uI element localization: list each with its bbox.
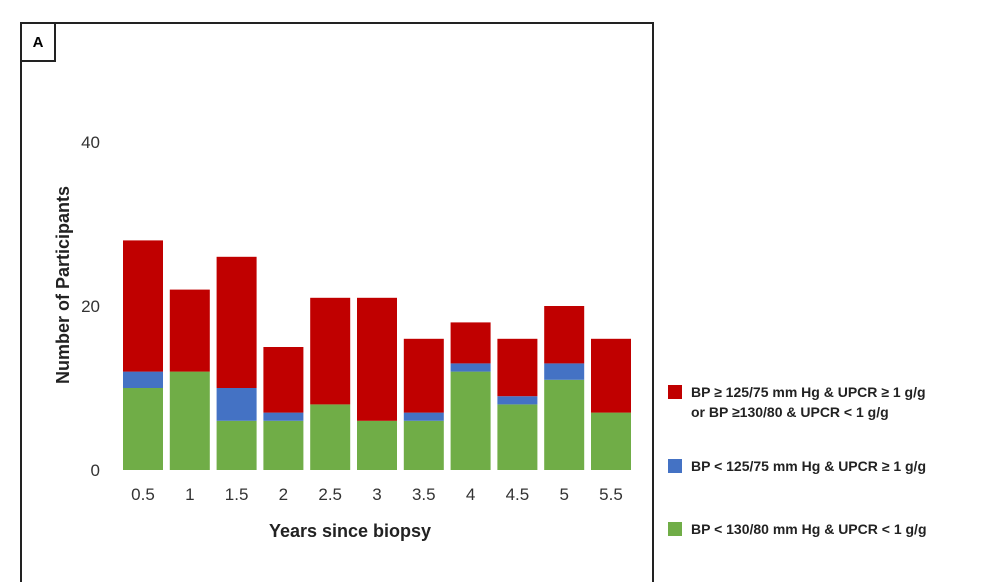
bar-segment-5-series-1	[544, 363, 585, 380]
bar-segment-4-series-2	[450, 322, 491, 364]
x-tick-label: 2.5	[318, 485, 342, 504]
bar-segment-2-series-0	[263, 420, 304, 470]
bar-segment-2.5-series-0	[310, 404, 351, 470]
legend-label: BP ≥ 125/75 mm Hg & UPCR ≥ 1 g/g	[691, 384, 926, 400]
bar-segment-0.5-series-0	[123, 388, 163, 470]
x-tick-label: 5	[559, 485, 568, 504]
bar-segment-1-series-0	[169, 371, 210, 470]
y-tick-label: 0	[91, 461, 100, 480]
x-tick-label: 5.5	[599, 485, 623, 504]
bar-segment-1.5-series-0	[216, 420, 257, 470]
bar-segment-3.5-series-0	[403, 420, 444, 470]
bar-segment-4.5-series-0	[497, 404, 538, 470]
bar-segment-3-series-0	[357, 420, 397, 470]
bar-segment-3.5-series-1	[403, 412, 444, 421]
bar-segment-2-series-2	[263, 347, 304, 413]
bar-segment-5.5-series-0	[591, 412, 631, 470]
legend-label: BP < 125/75 mm Hg & UPCR ≥ 1 g/g	[691, 458, 926, 474]
bar-segment-2-series-1	[263, 412, 304, 421]
y-tick-label: 20	[81, 297, 100, 316]
panel-label: A	[20, 22, 56, 62]
y-tick-label: 40	[81, 133, 100, 152]
legend-label: or BP ≥130/80 & UPCR < 1 g/g	[691, 404, 889, 420]
bar-segment-5-series-2	[544, 306, 585, 364]
legend-item-green: BP < 130/80 mm Hg & UPCR < 1 g/g	[668, 519, 927, 539]
legend-label: BP < 130/80 mm Hg & UPCR < 1 g/g	[691, 521, 927, 537]
stacked-bar-chart: 0 20 40 0.5 1 1.5 2 2.5 3 3.5 4 4.5 5 5.5 Years sinc…	[53, 133, 631, 541]
x-tick-label: 0.5	[131, 485, 155, 504]
y-axis-label: Number of Participants	[53, 186, 73, 384]
legend-swatch-blue	[668, 459, 682, 473]
legend-swatch-green	[668, 522, 682, 536]
legend-swatch-red	[668, 385, 682, 399]
x-axis-label: Years since biopsy	[269, 521, 431, 541]
bar-segment-5-series-0	[544, 379, 585, 470]
x-tick-label: 4	[466, 485, 475, 504]
bar-segment-1.5-series-2	[216, 256, 257, 388]
x-tick-label: 3.5	[412, 485, 436, 504]
bar-segment-0.5-series-1	[123, 371, 163, 388]
x-tick-label: 3	[372, 485, 381, 504]
x-tick-label: 2	[279, 485, 288, 504]
bar-segment-4.5-series-1	[497, 396, 538, 405]
x-tick-label: 1.5	[225, 485, 249, 504]
legend-item-red: BP ≥ 125/75 mm Hg & UPCR ≥ 1 g/g or BP ≥1…	[668, 382, 926, 422]
bar-segment-2.5-series-2	[310, 297, 351, 405]
legend-item-blue: BP < 125/75 mm Hg & UPCR ≥ 1 g/g	[668, 456, 926, 476]
bar-segment-4.5-series-2	[497, 338, 538, 397]
bar-segment-1-series-2	[169, 289, 210, 372]
bar-segment-4-series-1	[450, 363, 491, 372]
chart-frame	[20, 22, 654, 582]
bar-segment-5.5-series-2	[591, 338, 631, 413]
x-tick-label: 1	[185, 485, 194, 504]
bar-segment-0.5-series-2	[123, 240, 163, 372]
bar-segment-1.5-series-1	[216, 388, 257, 421]
bar-segment-4-series-0	[450, 371, 491, 470]
bar-segment-3-series-2	[357, 297, 397, 421]
bar-segment-3.5-series-2	[403, 338, 444, 413]
x-tick-label: 4.5	[506, 485, 530, 504]
